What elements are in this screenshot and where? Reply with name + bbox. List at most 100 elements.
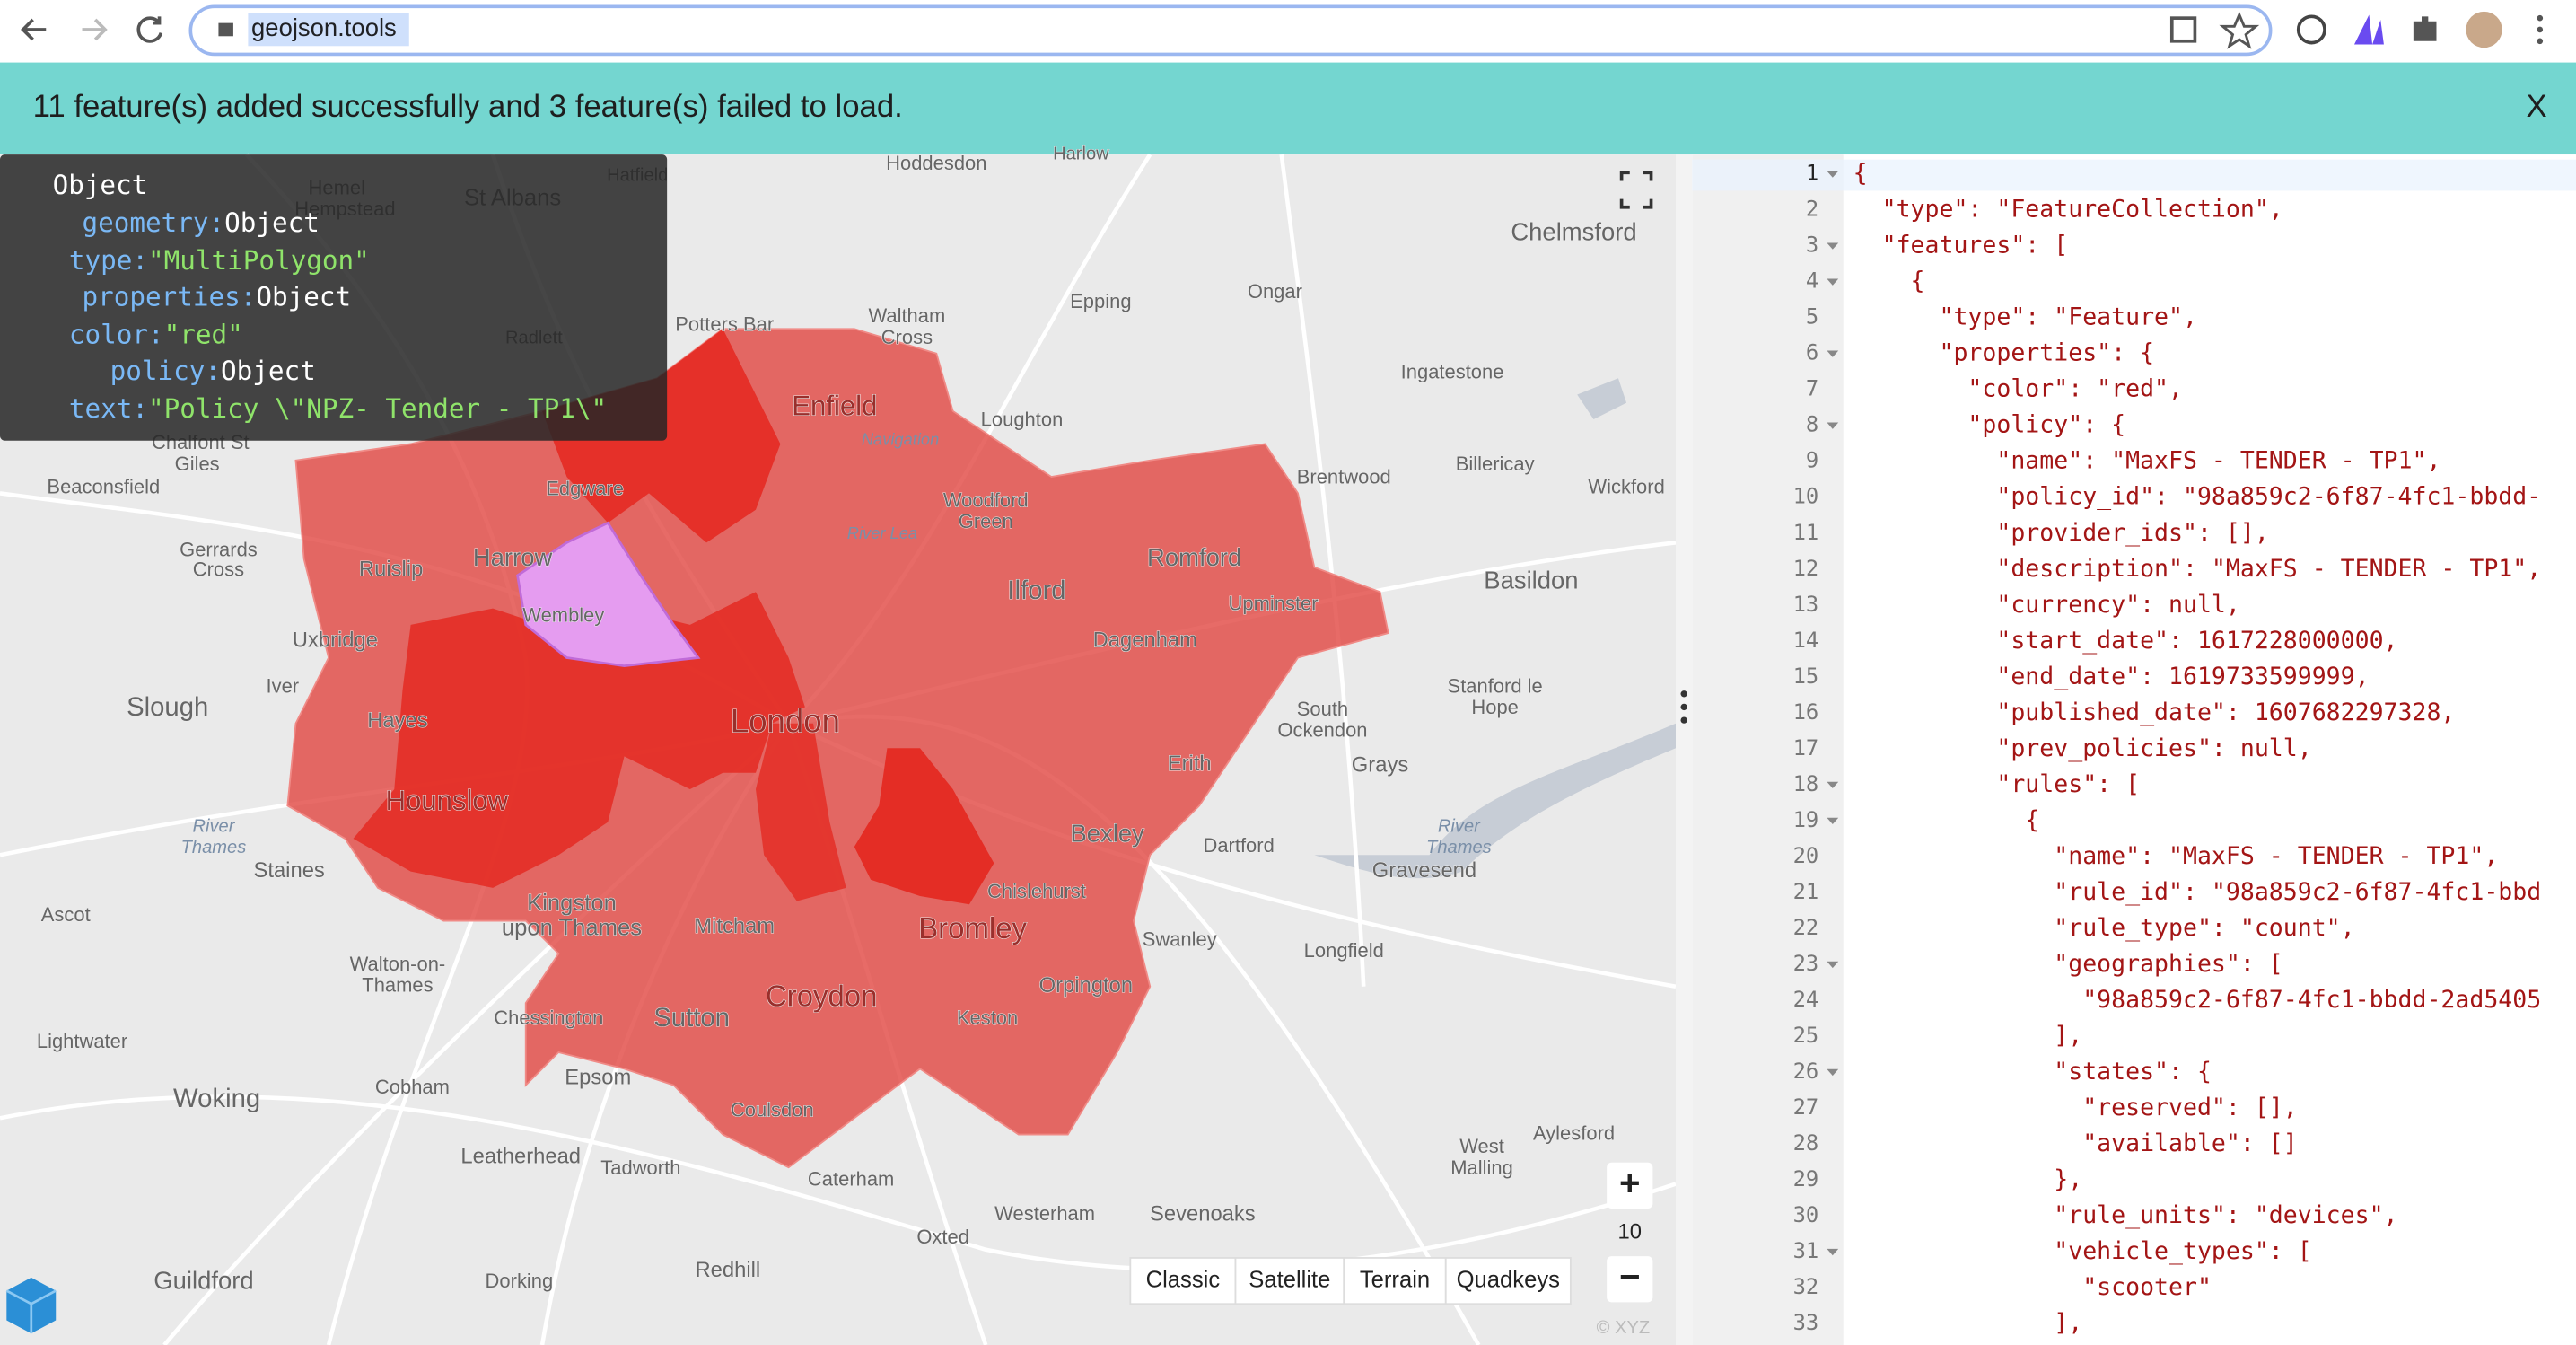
tooltip-value: "red" [164, 319, 243, 349]
place-label: Sutton [653, 1003, 730, 1033]
code-line: "states": { [1853, 1058, 2212, 1086]
fold-toggle[interactable] [1827, 1248, 1839, 1256]
tooltip-row[interactable]: policy:Object [110, 355, 316, 385]
code-lines: 1 {2 "type": "FeatureCollection", 3 "featu… [1793, 160, 2542, 1337]
place-label: Thames [181, 838, 247, 857]
borough-highlight[interactable] [353, 592, 805, 888]
fold-toggle[interactable] [1827, 817, 1839, 825]
map-style-button[interactable] [1234, 1257, 1345, 1305]
banner-close[interactable]: X [2527, 90, 2547, 124]
place-label: South [1297, 698, 1348, 720]
fold-toggle[interactable] [1827, 1068, 1839, 1077]
place-label: Chislehurst [987, 880, 1086, 902]
map-style-button[interactable] [1444, 1257, 1572, 1305]
selected-feature[interactable] [516, 521, 701, 668]
code-line: "end_date": 1619733599999, [1853, 663, 2370, 690]
place-label: Chelmsford [1511, 217, 1636, 245]
banner-message: 11 feature(s) added successfully and 3 f… [33, 90, 903, 124]
place-label: Gerrards [180, 538, 258, 560]
fold-toggle[interactable] [1827, 422, 1839, 429]
place-label: Enfield [792, 390, 877, 421]
map-style-button[interactable] [1343, 1257, 1447, 1305]
fold-toggle[interactable] [1827, 781, 1839, 789]
place-label: Guildford [153, 1267, 253, 1295]
place-label: Dorking [486, 1270, 554, 1292]
line-number: 24 [1793, 987, 1819, 1012]
line-number: 28 [1793, 1130, 1819, 1156]
place-label: Keston [957, 1007, 1018, 1029]
code-line: "98a859c2-6f87-4fc1-bbdd-2ad5405 [1853, 986, 2542, 1014]
place-label: Bexley [1070, 820, 1144, 848]
line-number: 20 [1793, 843, 1819, 868]
place-label: River [192, 816, 235, 836]
back-button[interactable] [21, 18, 47, 41]
line-number: 23 [1793, 951, 1819, 976]
map-style-button[interactable] [1129, 1257, 1237, 1305]
code-line: "type": "Feature", [1853, 303, 2197, 331]
place-label: Longfield [1304, 939, 1384, 962]
map-style-label: Satellite [1249, 1267, 1330, 1292]
line-number: 7 [1806, 376, 1818, 401]
borough-highlight[interactable] [755, 723, 846, 901]
fold-toggle[interactable] [1827, 961, 1839, 969]
place-label: Wembley [522, 604, 604, 627]
place-label: London [731, 702, 840, 739]
qr-icon[interactable] [2169, 16, 2197, 43]
borough-highlight[interactable] [854, 748, 994, 905]
extension-icon[interactable] [2353, 14, 2384, 45]
place-label: Ongar [1248, 280, 1302, 303]
splitter[interactable] [1676, 154, 1693, 1345]
line-number: 27 [1793, 1094, 1819, 1120]
place-label: Tadworth [600, 1156, 680, 1179]
fold-toggle[interactable] [1827, 171, 1839, 178]
tooltip-value: "Policy \"NPZ- Tender - TP1\" [148, 392, 607, 423]
reload-button[interactable] [136, 16, 163, 43]
place-label: Ockendon [1277, 719, 1367, 742]
line-number: 31 [1793, 1238, 1819, 1263]
editor-gutter [1692, 154, 1844, 1345]
map: HoddesdonHarlowHemelHempsteadSt AlbansHa… [0, 144, 1677, 1345]
zoom-level: 10 [1618, 1220, 1642, 1244]
extensions-button[interactable] [2413, 16, 2437, 41]
profile-avatar[interactable] [2466, 11, 2502, 48]
place-label: Swanley [1143, 927, 1217, 950]
tooltip-row[interactable]: properties:Object [83, 281, 352, 312]
place-label: Oxted [916, 1226, 969, 1248]
fold-toggle[interactable] [1827, 242, 1839, 250]
code-line: "rule_id": "98a859c2-6f87-4fc1-bbd [1853, 878, 2542, 906]
place-label: Slough [127, 692, 208, 722]
tooltip-key: type: [69, 245, 148, 276]
place-label: Hayes [367, 708, 428, 733]
fold-toggle[interactable] [1827, 278, 1839, 286]
line-number: 19 [1793, 807, 1819, 832]
place-label: Mitcham [694, 914, 775, 938]
fullscreen-button[interactable] [1619, 171, 1653, 209]
place-label: Beaconsfield [47, 476, 160, 498]
place-label: Thames [1426, 838, 1492, 857]
river-estuary [1314, 723, 1677, 879]
place-label: Navigation [862, 430, 939, 449]
place-label: Waltham [868, 304, 945, 327]
extension-icon[interactable] [2296, 14, 2326, 45]
london-boroughs[interactable] [286, 328, 1389, 1169]
line-number: 11 [1793, 520, 1819, 545]
forward-button[interactable] [82, 18, 108, 41]
address-bar[interactable] [188, 4, 2273, 57]
place-label: Upminster [1229, 593, 1319, 615]
tooltip-row[interactable]: geometry:Object [83, 207, 320, 238]
place-label: Gravesend [1372, 858, 1476, 883]
zoom-out-button[interactable] [1607, 1256, 1653, 1303]
line-number: 17 [1793, 735, 1819, 760]
code-line: "currency": null, [1853, 591, 2240, 619]
place-label: Ascot [41, 903, 91, 926]
code-line: "scooter" [1853, 1273, 2212, 1301]
code-line: "name": "MaxFS - TENDER - TP1", [1853, 842, 2499, 870]
code-line: "prev_policies": null, [1853, 734, 2312, 762]
zoom-in-button[interactable] [1607, 1162, 1653, 1209]
code-line: "type": "FeatureCollection", [1853, 196, 2283, 224]
fold-toggle[interactable] [1827, 350, 1839, 357]
place-label: Cross [193, 558, 244, 580]
tooltip-key: properties: [83, 281, 257, 312]
bookmark-star[interactable] [2219, 11, 2260, 49]
